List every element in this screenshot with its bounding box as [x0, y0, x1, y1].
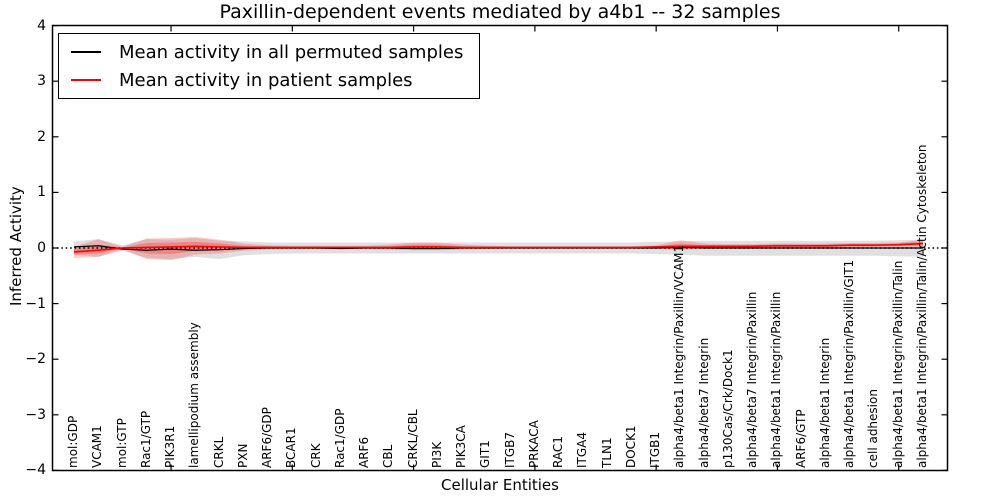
- x-tick-label: p130Cas/Crk/Dock1: [720, 349, 735, 468]
- x-tick-label: lamellipodium assembly: [187, 322, 202, 468]
- x-tick-label: Rac1/GDP: [332, 408, 347, 468]
- legend-item: Mean activity in patient samples: [71, 66, 463, 94]
- x-tick-label: CRKL/CBL: [405, 409, 420, 468]
- x-tick-label: CRKL: [211, 436, 226, 468]
- y-tick-label: 1: [37, 184, 46, 201]
- x-tick-label: alpha4/beta1 Integrin/Paxillin/Talin/Act…: [914, 144, 929, 468]
- x-tick-label: GIT1: [478, 440, 493, 468]
- x-tick-label: BCAR1: [284, 427, 299, 468]
- y-tick-label: 3: [37, 73, 46, 90]
- x-tick-label: PIK3R1: [163, 425, 178, 468]
- x-axis-label: Cellular Entities: [441, 476, 559, 494]
- x-tick-label: PXN: [235, 443, 250, 468]
- patient-mean-line: [73, 242, 924, 253]
- x-tick-label: ITGB7: [502, 431, 517, 468]
- legend-line-sample-permuted: [71, 51, 101, 53]
- x-tick-label: ITGB1: [648, 431, 663, 468]
- y-tick-label: −1: [25, 295, 46, 312]
- legend-line-sample-patient: [71, 79, 101, 81]
- x-tick-label: mol:GDP: [66, 415, 80, 468]
- y-tick-label: 4: [37, 17, 46, 34]
- y-tick-label: −3: [25, 406, 46, 423]
- x-tick-label: DOCK1: [623, 425, 638, 468]
- legend-label-permuted: Mean activity in all permuted samples: [119, 41, 464, 63]
- x-tick-label: mol:GTP: [114, 418, 129, 468]
- x-tick-label: PRKACA: [526, 420, 541, 468]
- legend-item: Mean activity in all permuted samples: [71, 38, 463, 66]
- figure-title: Paxillin-dependent events mediated by a4…: [219, 1, 781, 23]
- x-tick-label: VCAM1: [90, 425, 105, 468]
- x-tick-label: TLN1: [599, 437, 614, 468]
- x-tick-label: alpha4/beta1 Integrin/Paxillin/Talin: [890, 260, 905, 468]
- x-tick-label: alpha4/beta1 Integrin/Paxillin: [769, 291, 784, 468]
- x-tick-label: ARF6/GDP: [260, 407, 275, 468]
- x-tick-label: alpha4/beta1 Integrin: [817, 337, 832, 468]
- x-tick-label: ITGA4: [575, 431, 590, 468]
- x-tick-label: alpha4/beta7 Integrin/Paxillin: [745, 291, 760, 468]
- y-tick-label: −4: [25, 462, 46, 479]
- x-tick-label: CBL: [381, 444, 396, 468]
- x-tick-label: alpha4/beta1 Integrin/Paxillin/VCAM1: [672, 244, 687, 468]
- x-tick-label: RAC1: [551, 436, 566, 468]
- x-tick-label: PIK3CA: [454, 425, 469, 468]
- x-tick-label: PI3K: [429, 441, 444, 468]
- y-tick-label: 2: [37, 128, 46, 145]
- x-tick-label: ARF6: [357, 436, 372, 468]
- legend: Mean activity in all permuted samples Me…: [58, 33, 481, 99]
- x-tick-label: cell adhesion: [866, 389, 881, 468]
- y-tick-label: −2: [25, 351, 46, 368]
- x-tick-label: ARF6/GTP: [793, 409, 808, 468]
- x-tick-label: alpha4/beta7 Integrin: [696, 337, 711, 468]
- x-tick-label: alpha4/beta1 Integrin/Paxillin/GIT1: [842, 259, 857, 468]
- y-tick-label: 0: [37, 240, 46, 256]
- x-tick-label: Rac1/GTP: [138, 410, 153, 468]
- legend-label-patient: Mean activity in patient samples: [119, 69, 413, 91]
- x-tick-label: CRK: [308, 443, 323, 468]
